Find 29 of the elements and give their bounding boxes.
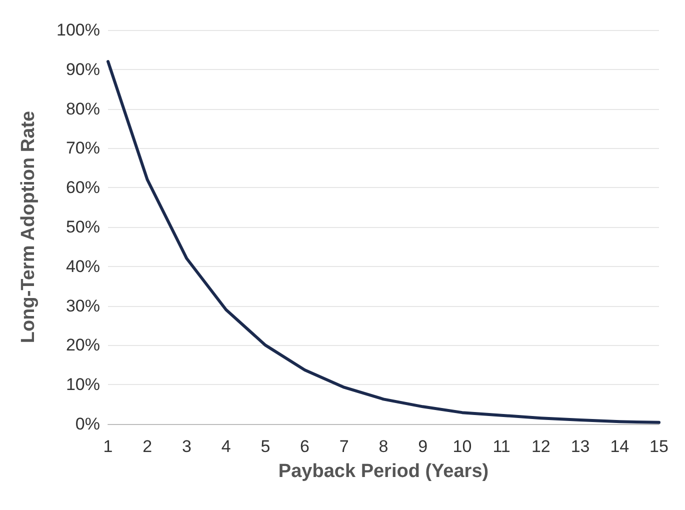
y-tick-label: 40%: [66, 256, 100, 276]
y-axis-title: Long-Term Adoption Rate: [18, 110, 39, 344]
x-tick-label: 10: [452, 437, 472, 456]
x-tick-label: 7: [339, 437, 349, 456]
y-tick-label: 60%: [66, 178, 100, 198]
y-tick-label: 80%: [66, 99, 100, 118]
line-series: [106, 60, 660, 424]
x-tick-label: 11: [492, 437, 510, 456]
y-tick-label: 0%: [75, 414, 100, 434]
y-tick-label: 70%: [66, 138, 100, 158]
x-tick-label: 8: [378, 437, 388, 456]
x-tick-label: 3: [182, 437, 192, 456]
y-tick-label: 100%: [56, 20, 100, 40]
x-tick-label: 4: [221, 437, 231, 456]
x-tick-label: 9: [418, 437, 428, 456]
x-tick-label: 2: [142, 437, 152, 456]
x-tick-label: 1: [103, 437, 113, 456]
y-tick-label: 90%: [66, 60, 100, 79]
x-tick-label: 6: [300, 437, 310, 456]
y-tick-label: 30%: [66, 296, 100, 316]
x-tick-label: 15: [650, 437, 668, 456]
x-tick-label: 5: [260, 437, 270, 456]
y-tick-label: 50%: [66, 218, 100, 236]
x-axis-title: Payback Period (Years): [278, 461, 489, 482]
x-tick-label: 13: [570, 437, 590, 456]
x-tick-label: 12: [531, 437, 550, 456]
y-tick-label: 10%: [66, 375, 100, 394]
y-tick-label: 20%: [66, 336, 100, 355]
x-tick-label: 14: [610, 437, 630, 456]
